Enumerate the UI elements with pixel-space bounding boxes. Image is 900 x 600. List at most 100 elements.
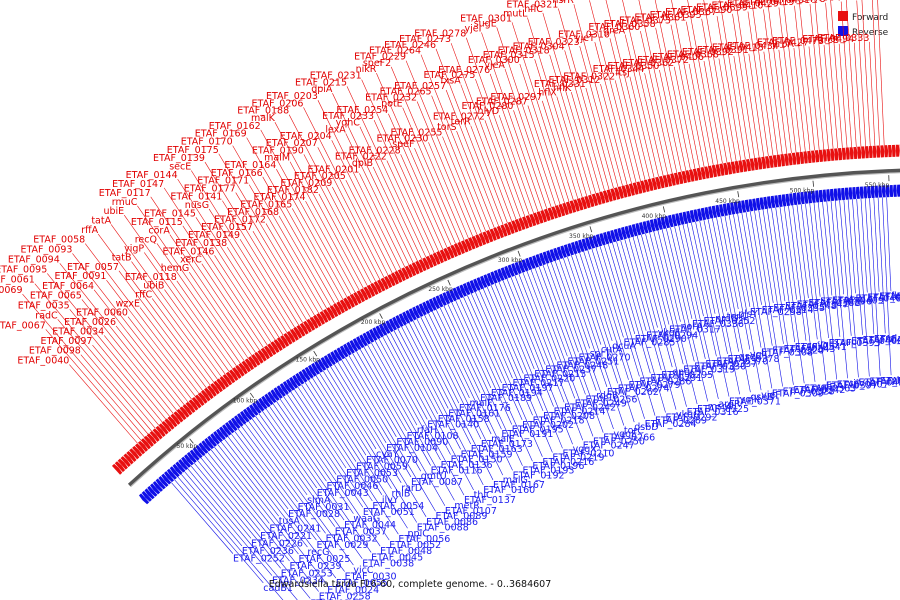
forward-feature-label[interactable]: fxsA bbox=[440, 75, 461, 86]
forward-feature-label[interactable]: ETAF_0273 bbox=[399, 34, 451, 45]
forward-feature-label[interactable]: ETAF_0138 bbox=[175, 238, 227, 249]
forward-feature-label[interactable]: sugE bbox=[474, 18, 497, 29]
forward-feature-label[interactable]: ETAF_0093 bbox=[20, 244, 72, 255]
reverse-feature-label[interactable]: ETAF_0044 bbox=[344, 520, 396, 531]
forward-feature-label[interactable]: hflK bbox=[553, 83, 572, 94]
reverse-feature-label[interactable]: ETAF_0028 bbox=[288, 509, 340, 520]
reverse-feature-label[interactable]: ETAF_0343 bbox=[783, 344, 835, 355]
forward-feature-label[interactable]: ETAF_0275 bbox=[423, 70, 475, 81]
forward-feature-label[interactable]: yjeI bbox=[465, 23, 482, 34]
forward-feature-label[interactable]: ETAF_0207 bbox=[266, 138, 318, 149]
reverse-feature-label[interactable]: ETAF_0216 bbox=[542, 457, 594, 468]
forward-feature-label[interactable]: ETAF_0058 bbox=[33, 235, 85, 246]
reverse-feature-label[interactable]: ETAF_0294 bbox=[646, 331, 698, 342]
reverse-feature-label[interactable]: ETAF_0251 bbox=[567, 356, 619, 367]
reverse-feature-label[interactable]: ETAF_0029 bbox=[316, 540, 368, 551]
reverse-feature-label[interactable]: ETAF_0090 bbox=[396, 437, 448, 448]
forward-feature-label[interactable]: ETAF_0323 bbox=[528, 37, 580, 48]
reverse-feature-label[interactable]: ETAF_0298 bbox=[750, 307, 802, 318]
reverse-feature-label[interactable]: ETAF_0086 bbox=[426, 517, 478, 528]
reverse-feature-label[interactable]: ETAF_0328 bbox=[783, 387, 835, 398]
reverse-feature-label[interactable]: ETAF_0038 bbox=[362, 559, 414, 570]
reverse-feature-label[interactable]: malE bbox=[491, 434, 515, 445]
forward-feature-label[interactable]: hflC bbox=[524, 4, 543, 15]
reverse-feature-label[interactable]: ETAF_0163 bbox=[471, 444, 523, 455]
reverse-feature-label[interactable]: ETAF_0213 bbox=[534, 369, 586, 380]
reverse-feature-label[interactable]: dsbD bbox=[634, 422, 658, 433]
forward-feature-label[interactable]: ubiB bbox=[143, 281, 164, 292]
reverse-feature-label[interactable]: ETAF_0050 bbox=[336, 475, 388, 486]
reverse-feature-label[interactable]: ykgG bbox=[676, 410, 701, 421]
reverse-feature-label[interactable]: ETAF_0089 bbox=[435, 511, 487, 522]
reverse-feature-label[interactable]: ETAF_0236 bbox=[242, 546, 294, 557]
forward-feature-label[interactable]: ETAF_0215 bbox=[295, 77, 347, 88]
reverse-feature-label[interactable]: ETAF_0396 bbox=[820, 297, 872, 308]
reverse-feature-label[interactable]: ETAF_0059 bbox=[356, 462, 408, 473]
reverse-feature-label[interactable]: ETAF_0471 bbox=[863, 335, 900, 346]
forward-feature-label[interactable]: ETAF_0095 bbox=[0, 264, 47, 275]
reverse-feature-label[interactable]: ETAF_0252 bbox=[233, 554, 285, 565]
reverse-feature-label[interactable]: plsY bbox=[738, 309, 758, 320]
forward-feature-label[interactable]: ETAF_0145 bbox=[144, 208, 196, 219]
reverse-feature-label[interactable]: ETAF_0279 bbox=[629, 380, 681, 391]
reverse-feature-label[interactable]: ETAF_0192 bbox=[513, 470, 565, 481]
reverse-feature-label[interactable]: ETAF_0191 bbox=[501, 429, 553, 440]
forward-feature-label[interactable]: ETAF_0413 bbox=[712, 43, 764, 54]
reverse-feature-label[interactable]: ETAF_0249 bbox=[575, 398, 627, 409]
reverse-feature-label[interactable]: nrdG bbox=[715, 314, 738, 325]
reverse-feature-label[interactable]: ETAF_0087 bbox=[411, 477, 463, 488]
forward-feature-label[interactable]: dpiB bbox=[352, 158, 373, 169]
reverse-feature-label[interactable]: metR bbox=[454, 500, 480, 511]
reverse-feature-label[interactable]: yqjE bbox=[815, 382, 835, 393]
reverse-feature-label[interactable]: ETAF_0136 bbox=[441, 460, 493, 471]
forward-feature-label[interactable]: ftsJ bbox=[615, 68, 630, 79]
reverse-feature-label[interactable]: ETAF_0189 bbox=[480, 393, 532, 404]
forward-feature-label[interactable]: ETAF_0060 bbox=[76, 308, 128, 319]
forward-feature-label[interactable]: ETAF_0280 bbox=[462, 101, 514, 112]
reverse-feature-label[interactable]: yggX bbox=[573, 444, 598, 455]
reverse-feature-label[interactable]: ETAF_0056 bbox=[398, 534, 450, 545]
reverse-feature-label[interactable]: recG bbox=[307, 547, 329, 558]
forward-feature-label[interactable]: hemG bbox=[161, 263, 189, 274]
reverse-feature-label[interactable]: ETAF_0308 bbox=[761, 348, 813, 359]
forward-feature-label[interactable]: speF2 bbox=[363, 58, 391, 69]
forward-feature-label[interactable]: greA bbox=[603, 26, 626, 37]
forward-feature-label[interactable]: ETAF_0312 bbox=[549, 75, 601, 86]
reverse-feature-label[interactable]: ETAF_0150 bbox=[451, 455, 503, 466]
forward-feature-label[interactable]: nikR bbox=[356, 64, 377, 75]
forward-feature-label[interactable]: ETAF_0473 bbox=[772, 36, 824, 47]
forward-feature-label[interactable]: ETAF_0272 bbox=[433, 111, 485, 122]
reverse-feature-label[interactable]: ETAF_0048 bbox=[380, 546, 432, 557]
reverse-feature-label[interactable]: ETAF_0237 bbox=[545, 365, 597, 376]
forward-feature-label[interactable]: ETAF_0361 bbox=[634, 13, 686, 24]
reverse-feature-label[interactable]: ETAF_0409 bbox=[832, 295, 884, 306]
forward-feature-label[interactable]: ETAF_0392 bbox=[682, 47, 734, 58]
reverse-feature-label[interactable]: ETAF_0316 bbox=[687, 407, 739, 418]
reverse-feature-label[interactable]: cutA bbox=[601, 345, 623, 356]
forward-feature-label[interactable]: secE bbox=[169, 162, 191, 173]
reverse-feature-label[interactable]: ykgF bbox=[658, 328, 681, 339]
reverse-feature-label[interactable]: ETAF_0388 bbox=[808, 298, 860, 309]
reverse-feature-label[interactable]: ETAF_0290 bbox=[635, 334, 687, 345]
forward-feature-label[interactable]: ETAF_0304 bbox=[513, 41, 565, 52]
reverse-feature-label[interactable]: ETAF_0116 bbox=[431, 466, 483, 477]
reverse-feature-label[interactable]: ETAF_0397 bbox=[826, 381, 878, 392]
reverse-feature-label[interactable]: zupT bbox=[840, 337, 863, 348]
forward-feature-label[interactable]: ETAF_0228 bbox=[349, 145, 401, 156]
reverse-feature-label[interactable]: ETAF_0347 bbox=[797, 300, 849, 311]
forward-feature-label[interactable]: speF bbox=[392, 139, 414, 150]
forward-feature-label[interactable]: ETAF_0419 bbox=[742, 0, 794, 8]
forward-feature-label[interactable]: ETAF_0157 bbox=[201, 222, 253, 233]
forward-feature-label[interactable]: ETAF_0264 bbox=[369, 46, 421, 57]
reverse-feature-label[interactable]: ETAF_0159 bbox=[461, 449, 513, 460]
reverse-feature-label[interactable]: ETAF_0176 bbox=[459, 403, 511, 414]
forward-feature-label[interactable]: xerC bbox=[180, 255, 202, 266]
forward-feature-label[interactable]: ETAF_0461 bbox=[758, 0, 810, 6]
forward-feature-label[interactable]: ETAF_0174 bbox=[254, 192, 306, 203]
forward-feature-label[interactable]: ETAF_0182 bbox=[267, 185, 319, 196]
reverse-feature-label[interactable]: ETAF_0341 bbox=[795, 342, 847, 353]
reverse-feature-label[interactable]: engC bbox=[672, 367, 697, 378]
forward-feature-label[interactable]: ETAF_0255 bbox=[391, 128, 443, 139]
forward-feature-label[interactable]: ETAF_0301 bbox=[460, 13, 512, 24]
reverse-feature-label[interactable]: gmtU bbox=[421, 471, 447, 482]
